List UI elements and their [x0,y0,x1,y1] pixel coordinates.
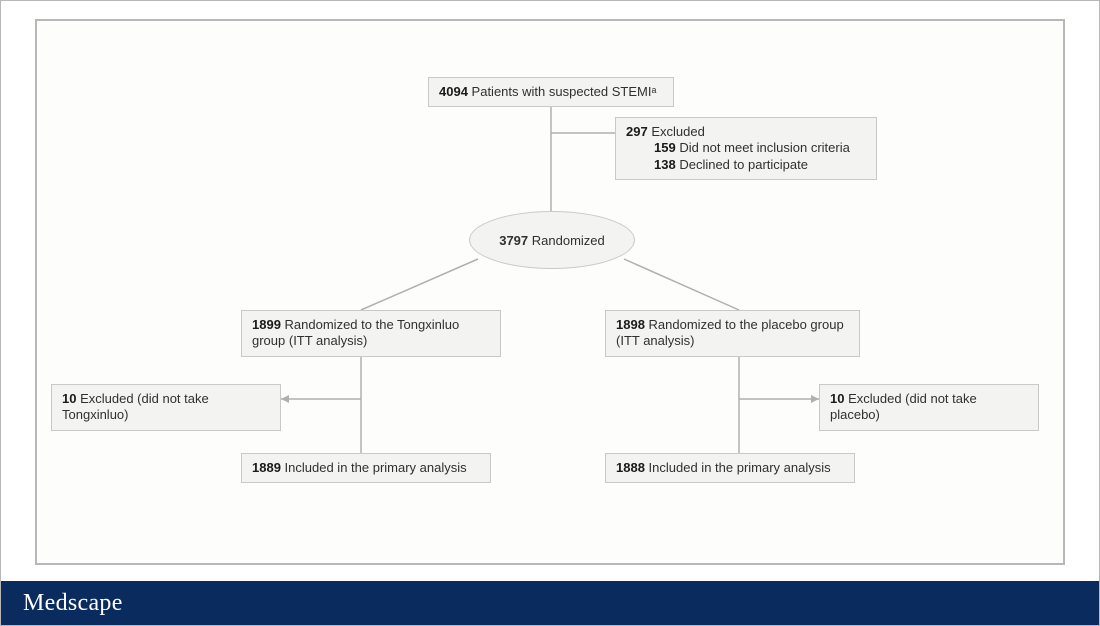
arm-pbo-n: 1898 [616,317,645,332]
arm-txl-text: Randomized to the Tongxinluo group (ITT … [252,317,459,348]
excluded-n: 297 [626,124,648,139]
excl-txl-text: Excluded (did not take Tongxinluo) [62,391,209,422]
node-arm-placebo: 1898 Randomized to the placebo group (IT… [605,310,860,357]
node-excluded: 297 Excluded 159 Did not meet inclusion … [615,117,877,180]
node-arm-tongxinluo: 1899 Randomized to the Tongxinluo group … [241,310,501,357]
excl-pbo-text: Excluded (did not take placebo) [830,391,977,422]
consort-diagram: 4094 Patients with suspected STEMIᵃ 297 … [35,19,1065,565]
node-screened: 4094 Patients with suspected STEMIᵃ [428,77,674,107]
brand-logo: Medscape [23,590,123,617]
excluded-sub2-n: 138 [654,157,676,172]
excl-txl-n: 10 [62,391,76,406]
screened-text: Patients with suspected STEMIᵃ [472,84,657,99]
excluded-sub1-text: Did not meet inclusion criteria [679,140,850,155]
excluded-sub2-text: Declined to participate [679,157,808,172]
excl-pbo-n: 10 [830,391,844,406]
node-excluded-tongxinluo: 10 Excluded (did not take Tongxinluo) [51,384,281,431]
prim-pbo-text: Included in the primary analysis [649,460,831,475]
prim-txl-n: 1889 [252,460,281,475]
screened-n: 4094 [439,84,468,99]
node-randomized: 3797 Randomized [469,211,635,269]
node-primary-tongxinluo: 1889 Included in the primary analysis [241,453,491,483]
slide-frame: 4094 Patients with suspected STEMIᵃ 297 … [0,0,1100,626]
randomized-n: 3797 [499,233,528,248]
excluded-text: Excluded [651,124,704,139]
excluded-sub1-n: 159 [654,140,676,155]
prim-pbo-n: 1888 [616,460,645,475]
prim-txl-text: Included in the primary analysis [285,460,467,475]
arm-pbo-text: Randomized to the placebo group (ITT ana… [616,317,844,348]
footer-bar: Medscape [1,581,1099,625]
arm-txl-n: 1899 [252,317,281,332]
node-primary-placebo: 1888 Included in the primary analysis [605,453,855,483]
randomized-text: Randomized [532,233,605,248]
node-excluded-placebo: 10 Excluded (did not take placebo) [819,384,1039,431]
